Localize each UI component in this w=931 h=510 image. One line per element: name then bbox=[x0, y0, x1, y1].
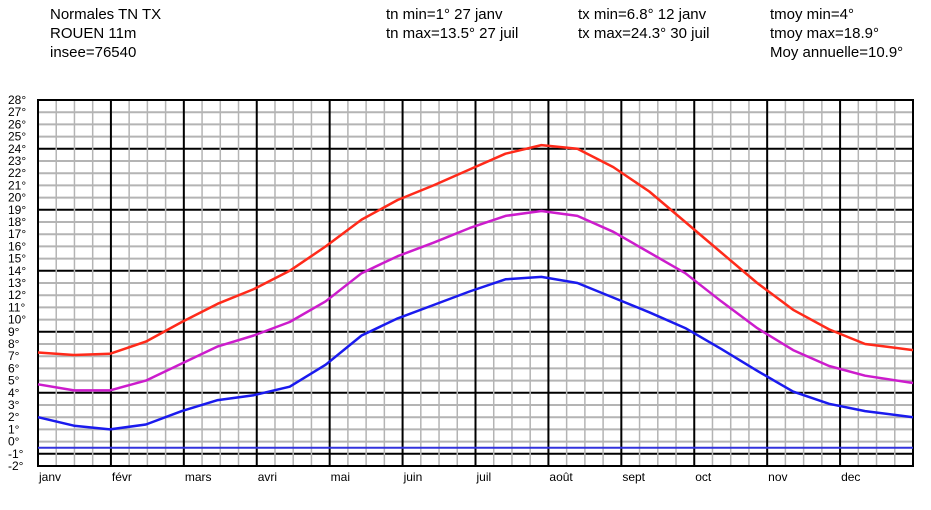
x-tick-label: avri bbox=[258, 470, 277, 484]
y-tick-label: -2° bbox=[8, 459, 24, 473]
y-tick-label: 6° bbox=[8, 361, 20, 375]
y-tick-label: 2° bbox=[8, 410, 20, 424]
x-tick-label: sept bbox=[622, 470, 645, 484]
tx-max-stat: tx max=24.3° 30 juil bbox=[578, 25, 710, 42]
x-tick-label: janv bbox=[38, 470, 61, 484]
header-col4: tmoy min=4° tmoy max=18.9° Moy annuelle=… bbox=[770, 5, 903, 62]
header-col1: Normales TN TX ROUEN 11m insee=76540 bbox=[50, 5, 161, 62]
y-tick-label: 11° bbox=[8, 300, 25, 314]
insee-code: insee=76540 bbox=[50, 44, 137, 61]
y-tick-label: 10° bbox=[8, 313, 26, 327]
tx-min-stat: tx min=6.8° 12 janv bbox=[578, 6, 707, 23]
plot-border bbox=[37, 99, 914, 467]
y-tick-label: 27° bbox=[8, 105, 26, 119]
x-tick-label: oct bbox=[695, 470, 712, 484]
station-name: ROUEN 11m bbox=[50, 25, 137, 42]
y-tick-label: 18° bbox=[8, 215, 26, 229]
y-tick-label: 12° bbox=[8, 288, 26, 302]
tn-max-stat: tn max=13.5° 27 juil bbox=[386, 25, 519, 42]
y-tick-label: 0° bbox=[8, 435, 20, 449]
y-tick-label: 9° bbox=[8, 325, 20, 339]
x-tick-label: juin bbox=[403, 470, 423, 484]
y-tick-label: 13° bbox=[8, 276, 26, 290]
annual-mean-stat: Moy annuelle=10.9° bbox=[770, 44, 904, 61]
series-line-tmoy bbox=[37, 209, 914, 392]
y-tick-label: 5° bbox=[8, 374, 20, 388]
tn-min-stat: tn min=1° 27 janv bbox=[386, 6, 503, 23]
series-line-tx bbox=[37, 143, 914, 357]
y-tick-label: 8° bbox=[8, 337, 20, 351]
y-tick-label: 7° bbox=[8, 349, 20, 363]
chart-title: Normales TN TX bbox=[50, 6, 162, 23]
header-col2: tn min=1° 27 janv tn max=13.5° 27 juil bbox=[386, 5, 518, 43]
x-tick-label: nov bbox=[768, 470, 787, 484]
y-tick-label: 25° bbox=[8, 130, 26, 144]
series-line-tn bbox=[37, 275, 914, 431]
x-tick-label: dec bbox=[841, 470, 860, 484]
y-tick-label: 4° bbox=[8, 386, 20, 400]
x-tick-label: août bbox=[549, 470, 573, 484]
y-tick-label: 15° bbox=[8, 252, 26, 266]
y-tick-label: 22° bbox=[8, 166, 26, 180]
tmoy-max-stat: tmoy max=18.9° bbox=[770, 25, 879, 42]
y-tick-label: 26° bbox=[8, 117, 26, 131]
y-tick-label: 19° bbox=[8, 203, 26, 217]
tmoy-min-stat: tmoy min=4° bbox=[770, 6, 854, 23]
x-tick-label: mai bbox=[331, 470, 350, 484]
y-tick-label: 21° bbox=[8, 178, 26, 192]
y-tick-label: 3° bbox=[8, 398, 20, 412]
y-tick-label: 16° bbox=[8, 239, 26, 253]
y-tick-label: 1° bbox=[8, 422, 20, 436]
y-tick-label: 28° bbox=[8, 93, 26, 107]
x-tick-label: févr bbox=[112, 470, 132, 484]
y-tick-label: 14° bbox=[8, 264, 26, 278]
y-tick-label: 20° bbox=[8, 191, 26, 205]
y-tick-label: 17° bbox=[8, 227, 26, 241]
x-tick-label: mars bbox=[185, 470, 212, 484]
x-tick-label: juil bbox=[476, 470, 492, 484]
y-tick-label: 23° bbox=[8, 154, 26, 168]
header-col3: tx min=6.8° 12 janv tx max=24.3° 30 juil bbox=[578, 5, 709, 43]
y-tick-label: -1° bbox=[8, 447, 24, 461]
y-tick-label: 24° bbox=[8, 142, 26, 156]
